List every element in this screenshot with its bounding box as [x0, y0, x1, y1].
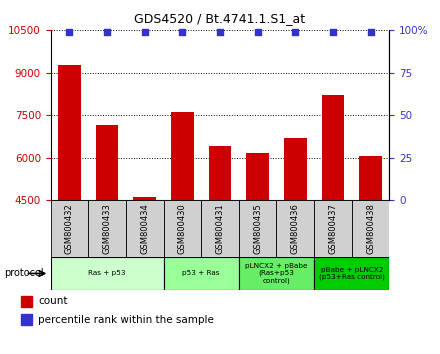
Bar	[314, 257, 389, 290]
Bar	[359, 156, 382, 200]
Point	[254, 29, 261, 35]
Bar	[322, 95, 344, 200]
Bar	[88, 200, 126, 257]
Text: GSM800431: GSM800431	[216, 203, 224, 253]
Bar	[58, 65, 81, 200]
Text: GSM800433: GSM800433	[103, 203, 112, 254]
Point	[292, 29, 299, 35]
Bar	[239, 257, 314, 290]
Bar	[164, 200, 201, 257]
Text: p53 + Ras: p53 + Ras	[183, 270, 220, 276]
Bar	[239, 200, 276, 257]
Text: GDS4520 / Bt.4741.1.S1_at: GDS4520 / Bt.4741.1.S1_at	[135, 12, 305, 25]
Bar	[352, 200, 389, 257]
Bar	[209, 146, 231, 200]
Point	[103, 29, 110, 35]
Text: GSM800430: GSM800430	[178, 203, 187, 253]
Bar	[276, 200, 314, 257]
Bar	[201, 200, 239, 257]
Text: percentile rank within the sample: percentile rank within the sample	[38, 315, 214, 325]
Text: pBabe + pLNCX2
(p53+Ras control): pBabe + pLNCX2 (p53+Ras control)	[319, 267, 385, 280]
Bar	[22, 296, 32, 307]
Text: GSM800435: GSM800435	[253, 203, 262, 253]
Bar	[51, 257, 164, 290]
Bar	[96, 125, 118, 200]
Bar	[171, 112, 194, 200]
Text: GSM800436: GSM800436	[291, 203, 300, 254]
Bar	[314, 200, 352, 257]
Bar	[133, 196, 156, 200]
Text: Ras + p53: Ras + p53	[88, 270, 126, 276]
Text: GSM800434: GSM800434	[140, 203, 149, 253]
Point	[367, 29, 374, 35]
Bar	[51, 200, 88, 257]
Bar	[164, 257, 239, 290]
Point	[66, 29, 73, 35]
Text: GSM800437: GSM800437	[328, 203, 337, 254]
Text: protocol: protocol	[4, 268, 44, 279]
Bar	[126, 200, 164, 257]
Bar	[22, 314, 32, 325]
Text: pLNCX2 + pBabe
(Ras+p53
control): pLNCX2 + pBabe (Ras+p53 control)	[245, 263, 308, 284]
Point	[330, 29, 337, 35]
Text: count: count	[38, 296, 68, 306]
Point	[179, 29, 186, 35]
Text: GSM800432: GSM800432	[65, 203, 74, 253]
Bar	[284, 138, 307, 200]
Bar	[246, 153, 269, 200]
Point	[216, 29, 224, 35]
Text: GSM800438: GSM800438	[366, 203, 375, 254]
Point	[141, 29, 148, 35]
